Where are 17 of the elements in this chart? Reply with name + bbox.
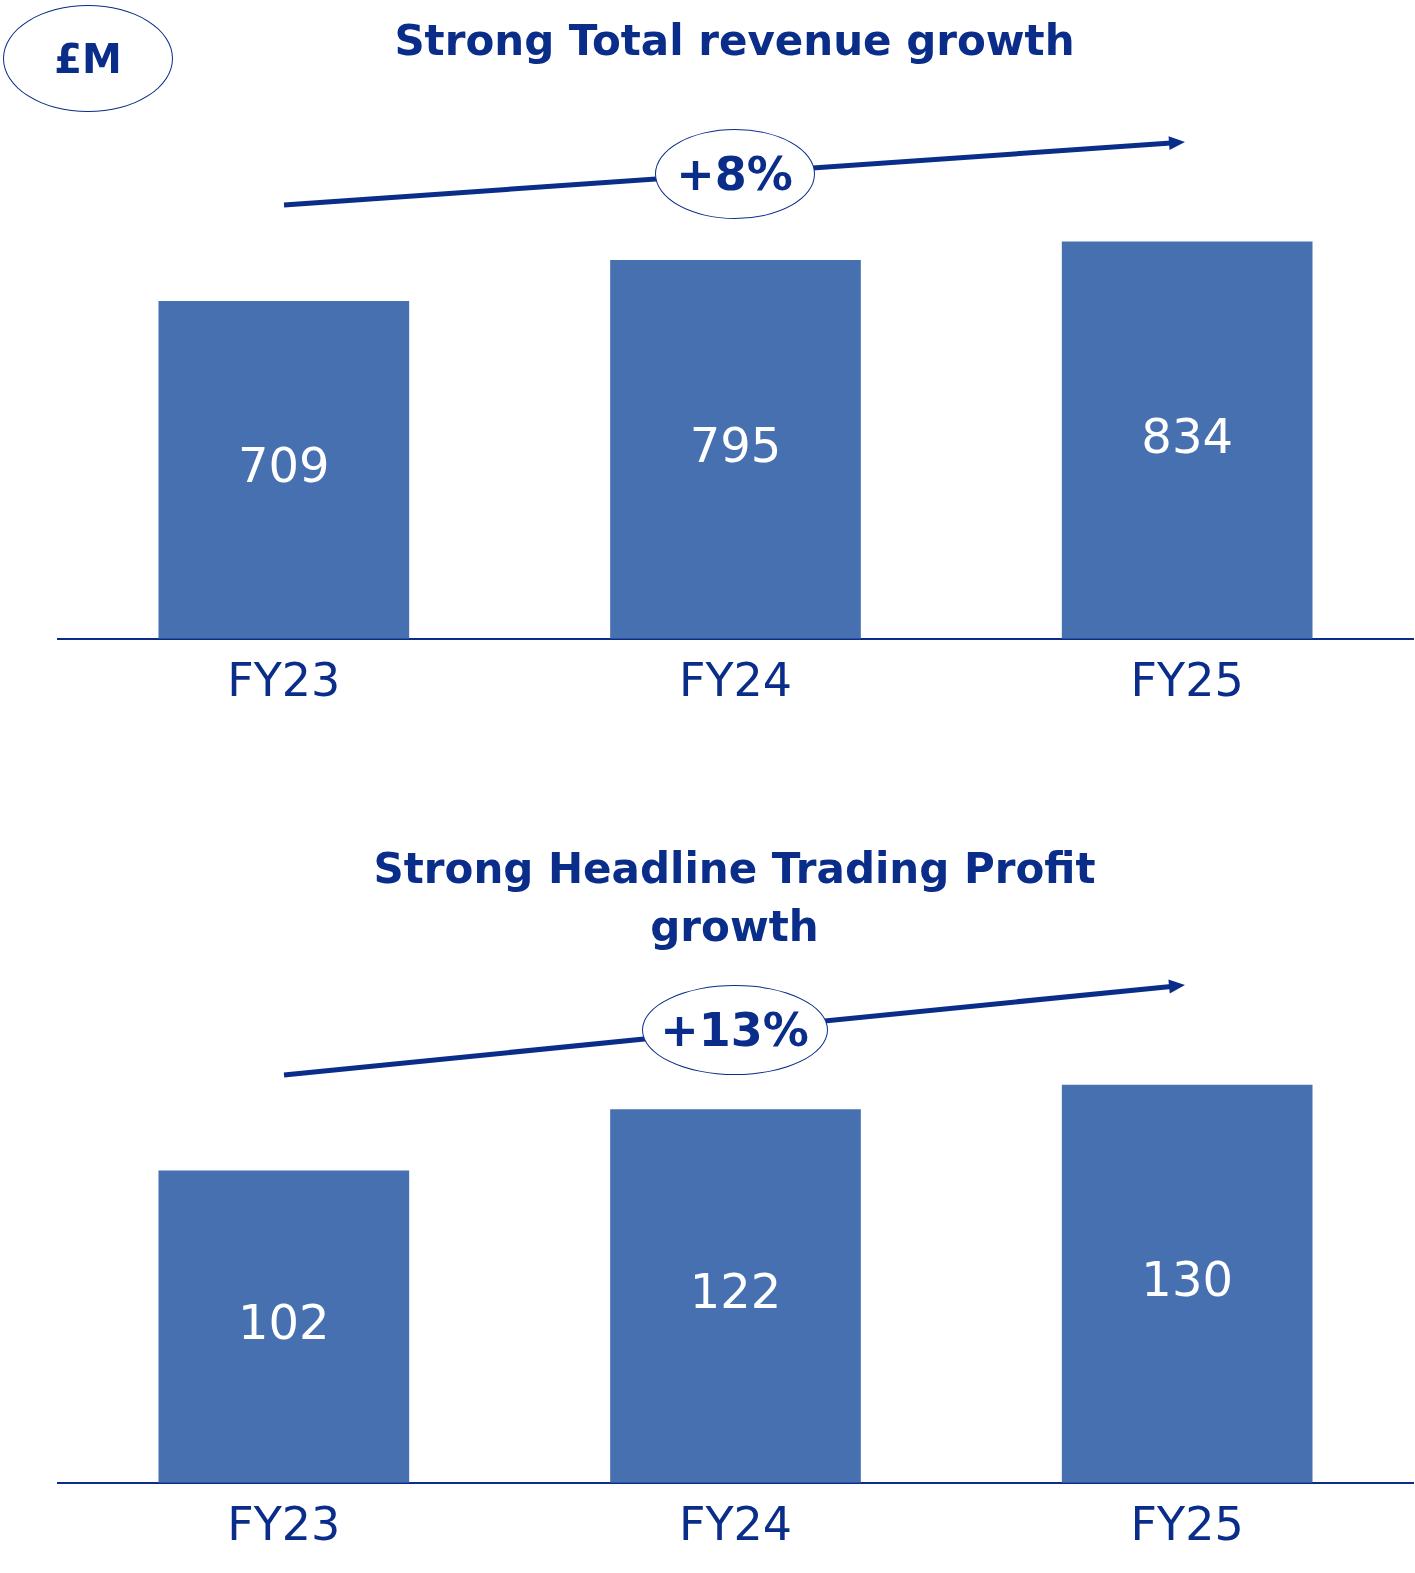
x-tick-label: FY25 — [1130, 1497, 1244, 1552]
text: +13% — [641, 985, 828, 1075]
data-label: 130 — [1141, 1251, 1233, 1308]
data-label: 834 — [1141, 407, 1233, 464]
chart-title: Strong Total revenue growth — [393, 15, 1076, 67]
data-label: 709 — [238, 437, 330, 494]
data-label: 122 — [689, 1263, 782, 1320]
x-tick-label: FY23 — [227, 1497, 341, 1552]
chart-title: Strong Headline Trading Profit growth — [372, 843, 1097, 953]
text: £M — [3, 5, 173, 112]
data-label: 795 — [689, 416, 782, 473]
x-tick-label: FY24 — [678, 1497, 793, 1552]
x-tick-label: FY25 — [1130, 653, 1244, 708]
data-label: 102 — [238, 1294, 330, 1351]
x-tick-label: FY23 — [227, 653, 341, 708]
text: +8% — [654, 128, 815, 219]
x-tick-label: FY24 — [678, 653, 793, 708]
